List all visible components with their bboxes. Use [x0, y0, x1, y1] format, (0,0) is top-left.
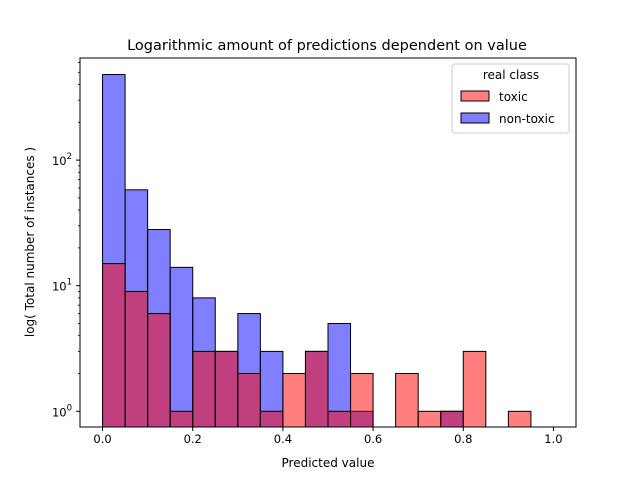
bar-toxic-16 [507, 410, 532, 428]
x-axis: 0.0 0.2 0.4 0.6 0.8 1.0 [93, 427, 563, 446]
bar-toxic-11 [350, 372, 374, 428]
bar-toxic-0 [102, 263, 126, 428]
y-tick-label-1: 101 [52, 278, 72, 294]
legend-label-toxic: toxic [499, 90, 528, 104]
x-tick-label-1: 0.2 [184, 432, 202, 446]
chart-title: Logarithmic amount of predictions depend… [127, 38, 527, 54]
bar-toxic-2 [147, 313, 171, 428]
x-tick-label-3: 0.6 [364, 432, 382, 446]
x-tick-label-5: 1.0 [544, 432, 562, 446]
bar-toxic-6 [237, 372, 261, 428]
legend-swatch-toxic [460, 90, 490, 102]
x-axis-label: Predicted value [282, 456, 375, 470]
x-tick-label-0: 0.0 [93, 432, 111, 446]
bar-toxic-10 [327, 410, 352, 428]
bar-non-toxic-3 [169, 266, 194, 428]
y-axis-label: log( Total number of instances ) [23, 147, 37, 337]
y-tick-label-2: 102 [52, 152, 72, 168]
y-tick-label-0: 100 [52, 403, 72, 419]
bar-toxic-4 [192, 350, 216, 428]
x-tick-label-2: 0.4 [274, 432, 292, 446]
bar-toxic-8 [282, 372, 306, 428]
legend-title: real class [483, 68, 539, 82]
legend-swatch-non-toxic [460, 112, 490, 124]
x-tick-label-4: 0.8 [454, 432, 472, 446]
legend-label-non-toxic: non-toxic [499, 112, 555, 126]
plot-frame [79, 57, 577, 428]
legend: real class toxic non-toxic [451, 63, 570, 134]
bars-layer [102, 74, 532, 428]
y-axis: 100 101 102 [52, 61, 80, 419]
bar-toxic-15 [462, 350, 487, 428]
bar-toxic-12 [395, 372, 419, 428]
bar-toxic-9 [304, 350, 329, 428]
bar-toxic-1 [124, 290, 149, 428]
bar-toxic-13 [417, 410, 442, 428]
bar-toxic-14 [440, 410, 464, 428]
bar-toxic-5 [214, 350, 239, 428]
bar-toxic-3 [169, 410, 194, 428]
bar-toxic-7 [259, 410, 284, 428]
